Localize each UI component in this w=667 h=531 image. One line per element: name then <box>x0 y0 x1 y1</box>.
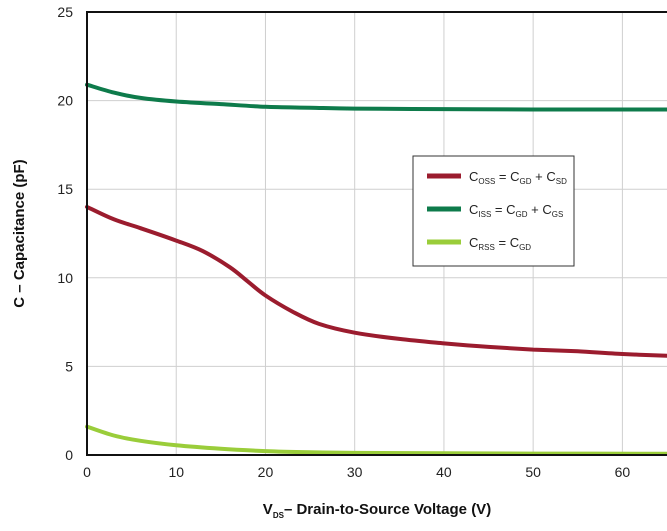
series-lines <box>87 85 667 454</box>
x-tick-label: 0 <box>83 464 91 480</box>
series-line-2 <box>87 85 667 110</box>
x-axis-title-sub: DS <box>273 511 285 520</box>
x-tick-label: 40 <box>436 464 452 480</box>
x-axis-title-rest: – Drain-to-Source Voltage (V) <box>284 501 491 518</box>
x-axis-title: VDS– Drain-to-Source Voltage (V) <box>263 501 491 520</box>
y-tick-labels: 0 5 10 15 20 25 <box>57 4 73 463</box>
plot-frame <box>87 12 667 455</box>
y-tick-label: 10 <box>57 270 73 286</box>
x-tick-label: 50 <box>525 464 541 480</box>
grid <box>87 12 667 455</box>
x-axis-title-main: V <box>263 501 273 518</box>
y-tick-label: 15 <box>57 181 73 197</box>
x-tick-label: 30 <box>347 464 363 480</box>
series-line-1 <box>87 207 667 356</box>
y-tick-label: 5 <box>65 358 73 374</box>
x-tick-label: 60 <box>615 464 631 480</box>
series-line-3 <box>87 427 667 454</box>
legend: COSS = CGD + CSD CISS = CGD + CGS CRSS =… <box>413 156 574 266</box>
x-tick-labels: 0 10 20 30 40 50 60 <box>83 464 630 480</box>
x-tick-label: 20 <box>258 464 274 480</box>
y-tick-label: 20 <box>57 93 73 109</box>
y-axis-title: C – Capacitance (pF) <box>11 159 28 307</box>
y-tick-label: 0 <box>65 447 73 463</box>
x-tick-label: 10 <box>168 464 184 480</box>
y-tick-label: 25 <box>57 4 73 20</box>
